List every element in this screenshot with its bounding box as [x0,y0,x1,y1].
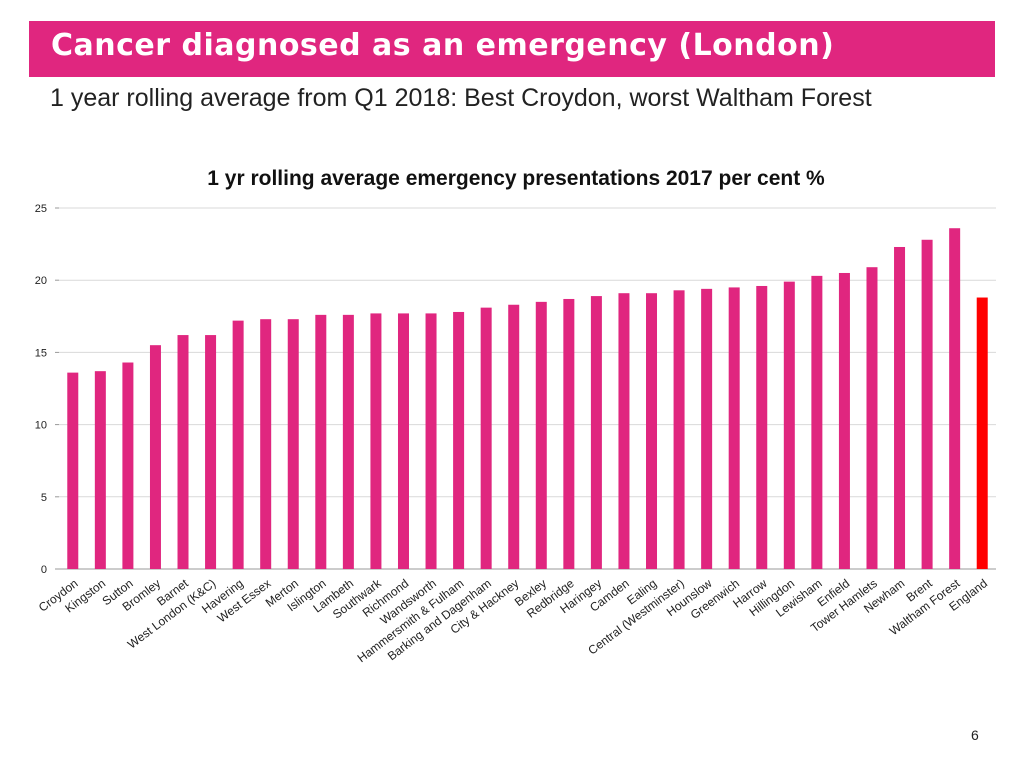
bar-camden [618,293,630,569]
bar-southwark [370,313,382,569]
bar-lambeth [342,314,354,569]
bar-islington [315,314,327,569]
slide-title: Cancer diagnosed as an emergency (London… [51,28,835,63]
bar-redbridge [563,298,575,569]
y-tick-label: 15 [35,347,47,359]
bar-waltham-forest [949,228,961,569]
chart-title: 1 yr rolling average emergency presentat… [207,167,825,190]
bar-west-essex [260,319,272,569]
bar-barking-and-dagenham [480,307,492,569]
page-number: 6 [971,727,979,743]
bar-croydon [67,372,79,569]
bar-haringey [590,296,602,569]
bar-bromley [149,345,161,569]
bar-sutton [122,362,134,569]
y-tick-label: 0 [41,564,47,576]
bar-city-hackney [508,304,520,569]
y-tick-label: 5 [41,492,47,504]
bar-hammersmith-fulham [453,311,465,569]
bar-hillingdon [783,281,795,569]
bar-kingston [94,371,106,569]
bar-central-westminster [673,290,685,569]
bar-barnet [177,335,189,569]
bar-west-london-k-c [205,335,217,569]
bar-harrow [756,285,768,569]
slide-subtitle: 1 year rolling average from Q1 2018: Bes… [50,84,872,112]
y-tick-label: 20 [35,275,47,287]
bar-wandsworth [425,313,437,569]
bar-enfield [838,272,850,569]
y-tick-label: 25 [35,203,47,215]
bar-lewisham [811,275,823,569]
bar-merton [287,319,299,569]
bar-england [976,297,988,569]
bar-newham [894,246,906,570]
bar-tower-hamlets [866,267,878,569]
bar-greenwich [728,287,740,569]
bar-havering [232,320,244,569]
bar-bexley [535,301,547,569]
y-tick-label: 10 [35,420,47,432]
bar-hounslow [701,288,713,569]
title-bar: Cancer diagnosed as an emergency (London… [29,21,995,77]
bar-brent [921,239,933,569]
bar-ealing [646,293,658,569]
bar-richmond [397,313,409,569]
